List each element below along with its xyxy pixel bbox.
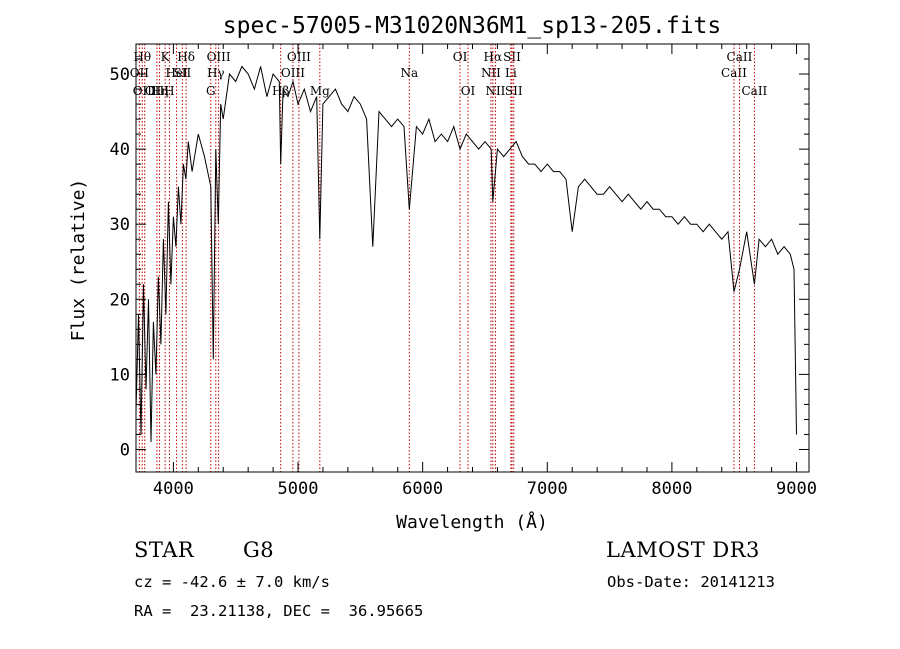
redshift-velocity: cz = -42.6 ± 7.0 km/s [134,573,330,591]
spectral-line-label: SII [505,84,523,98]
x-tick-label: 4000 [153,479,194,499]
spectral-line-label: Hβ [272,84,289,98]
x-tick-label: 9000 [776,479,817,499]
x-tick-label: 8000 [651,479,692,499]
x-tick-label: 7000 [527,479,568,499]
y-tick-label: 0 [120,440,130,460]
spectral-line-label: CaII [721,66,747,80]
spectral-line-label: Hθ [133,50,151,64]
observation-date: Obs-Date: 20141213 [607,573,775,591]
spectral-line-label: Mg [310,84,330,98]
spectral-line-label: OII [130,66,150,80]
spectral-line-label: K [161,50,171,64]
x-axis-label: Wavelength (Å) [396,511,548,533]
spectral-line-label: Hα [484,50,503,64]
spectral-line-label: H [164,84,174,98]
spectral-line-label: OI [453,50,468,64]
sky-coordinates: RA = 23.21138, DEC = 36.95665 [134,602,424,620]
plot-frame [135,43,810,473]
y-tick-label: 50 [110,65,130,85]
y-tick-label: 30 [110,215,130,235]
spectral-line-label: NII [485,84,505,98]
spectral-line-label: OIII [281,66,305,80]
spectral-line-label: CaII [727,50,753,64]
spectral-line-label: Na [400,66,418,80]
spectral-line-label: G [206,84,216,98]
spectral-line-label: OI [461,84,476,98]
spectrum-series-line [135,65,797,443]
x-tick-label: 5000 [278,479,319,499]
spectral-line-label: Hγ [207,66,225,80]
spectral-line-label: Hη [151,84,169,98]
object-subclass: G8 [243,538,275,562]
spectral-line-label: NII [481,66,501,80]
y-axis-ticks: 0 10 20 30 40 50 [110,58,809,460]
spectral-line-markers: HθOIIOIIIOIIIHηKHHeISIIHδGHγOIIIHβOIIIOI… [130,44,768,472]
y-tick-label: 40 [110,140,130,160]
x-tick-label: 6000 [402,479,443,499]
y-tick-label: 10 [110,365,130,385]
spectrum-chart: spec-57005-M31020N36M1_sp13-205.fits Hθ O… [68,13,817,533]
spectral-line-label: OIII [287,50,311,64]
chart-title: spec-57005-M31020N36M1_sp13-205.fits [223,13,722,39]
spectral-line-label: SII [503,50,521,64]
spectral-line-label: Li [505,66,517,80]
spectral-line-label: OIII [133,84,157,98]
y-axis-label: Flux (relative) [68,179,89,342]
y-tick-label: 20 [110,290,130,310]
x-axis-ticks: 4000 5000 6000 7000 8000 9000 [153,44,817,499]
survey-name: LAMOST DR3 [606,538,760,562]
spectral-line-label: OIII [145,84,169,98]
spectral-line-label: Hδ [177,50,195,64]
spectral-line-label: SII [174,66,192,80]
object-class: STAR [134,538,195,562]
spectral-line-label: OIII [207,50,231,64]
spectral-line-label: CaII [741,84,767,98]
